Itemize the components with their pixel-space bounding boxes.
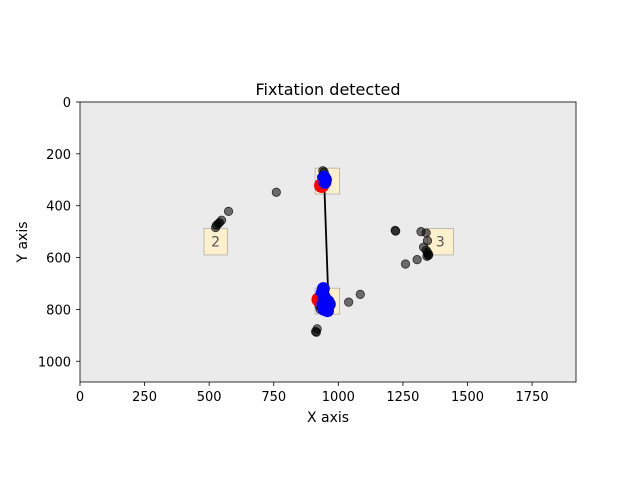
y-tick-label: 800	[46, 303, 71, 318]
gaze-point	[223, 206, 234, 217]
x-tick-label: 1000	[322, 390, 355, 405]
y-tick-label: 400	[46, 200, 71, 215]
x-tick-label: 1500	[451, 390, 484, 405]
gaze-point	[423, 250, 433, 261]
x-tick-label: 0	[76, 390, 84, 405]
gaze-point	[344, 297, 354, 307]
x-tick-label: 250	[132, 390, 157, 405]
gaze-point	[391, 226, 401, 236]
y-tick-label: 0	[63, 96, 71, 111]
y-tick-label: 200	[46, 148, 71, 163]
gaze-point	[421, 228, 431, 238]
y-axis-label: Y axis	[15, 221, 31, 263]
gaze-point	[312, 324, 322, 334]
gaze-point	[211, 222, 221, 233]
aoi-rect	[427, 228, 454, 256]
y-tick-label: 1000	[38, 355, 71, 370]
y-tick-label: 600	[46, 252, 71, 267]
fixation-point	[320, 304, 334, 318]
gaze-point	[412, 255, 422, 265]
fixation-layer	[315, 170, 336, 318]
chart-title: Fixtation detected	[256, 80, 401, 99]
gaze-point	[355, 289, 365, 299]
y-axis-ticks: 0 200 400 600 800 1000	[38, 96, 80, 370]
aoi-label: 3	[436, 235, 445, 251]
aoi-label: 2	[211, 235, 220, 251]
fixation-point	[318, 175, 332, 189]
x-axis-label: X axis	[307, 410, 349, 426]
x-tick-label: 1250	[386, 390, 419, 405]
x-axis-ticks: 0 250 500 750 1000 1250 1500 1750	[76, 382, 549, 405]
aoi-box: 3	[427, 228, 454, 256]
x-tick-label: 1750	[516, 390, 549, 405]
gaze-point	[400, 259, 411, 269]
plot-background	[80, 102, 576, 382]
x-tick-label: 500	[197, 390, 222, 405]
plot-frame	[79, 101, 577, 383]
gaze-point	[271, 187, 281, 197]
x-tick-label: 750	[261, 390, 286, 405]
fixation-point	[318, 293, 332, 307]
aoi-box: 2	[203, 228, 228, 256]
